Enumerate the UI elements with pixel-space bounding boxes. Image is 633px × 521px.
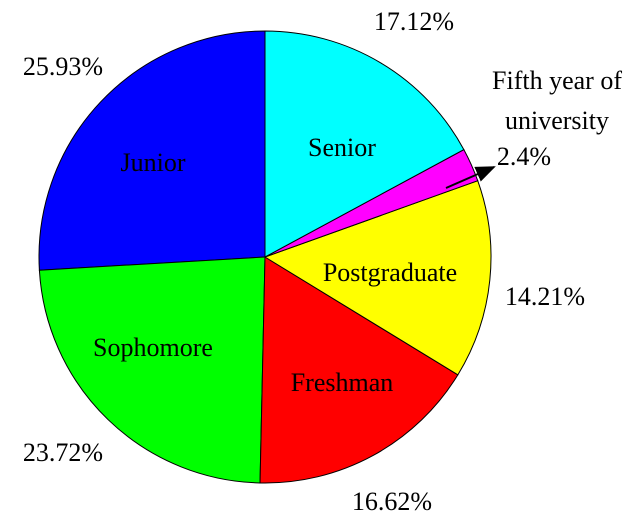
pie-slice: [38, 30, 266, 271]
slice-label: Freshman: [290, 368, 394, 397]
pie-slice: [259, 256, 459, 484]
slice-label: Senior: [308, 133, 376, 162]
value-label: 25.93%: [22, 52, 104, 81]
pie-slice: [263, 180, 492, 376]
slice-label: Fifth year of university: [492, 66, 622, 135]
value-label: 23.72%: [22, 438, 104, 467]
value-label: 14.21%: [504, 282, 586, 311]
slice-label: Junior: [120, 148, 186, 177]
slice-label: Sophomore: [93, 333, 213, 362]
pie-slice: [38, 256, 266, 484]
value-label: 2.4%: [496, 142, 552, 171]
value-label: 17.12%: [373, 7, 455, 36]
pie-slice: [264, 30, 465, 258]
value-label: 16.62%: [351, 487, 433, 516]
slice-label: Postgraduate: [322, 258, 458, 287]
callout-arrow: [445, 166, 496, 189]
